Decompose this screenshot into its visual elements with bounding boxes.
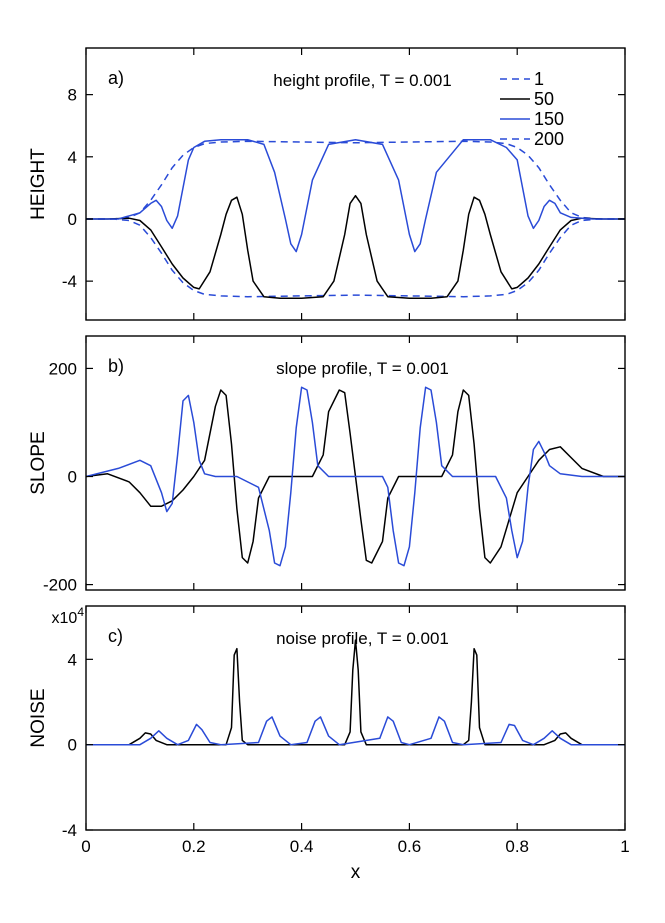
series-line-1-lower-: [86, 218, 625, 298]
y-axis-label: SLOPE: [28, 431, 49, 494]
series-line-150: [86, 138, 625, 253]
legend-label: 50: [534, 89, 554, 109]
y-scale-label: x104: [52, 605, 85, 627]
series-line-50: [86, 389, 625, 564]
y-tick-label: 0: [68, 736, 77, 755]
y-tick-label: 4: [68, 148, 77, 167]
x-tick-label: 0: [81, 837, 90, 856]
panel-1: -4 0 4 8 HEIGHT a) height profile, T = 0.001 15…: [28, 47, 626, 321]
panel-tag: b): [108, 356, 124, 376]
series-line-50: [86, 639, 625, 746]
y-axis-label: NOISE: [28, 688, 49, 747]
panel-tag: c): [108, 626, 123, 646]
panel-title: slope profile, T = 0.001: [276, 359, 449, 378]
y-tick-label: -4: [62, 821, 77, 840]
y-tick-label: 200: [49, 359, 77, 378]
axes-frame: [85, 335, 626, 591]
series-line-1: [86, 140, 625, 220]
y-tick-label: -4: [62, 272, 77, 291]
axes-frame: [85, 47, 626, 321]
x-tick-label: 0.4: [290, 837, 314, 856]
series-line-50: [86, 194, 625, 299]
panel-2: -200 0 200 SLOPE b) slope profile, T = 0.001: [28, 335, 626, 595]
y-tick-label: 0: [68, 210, 77, 229]
y-tick-label: -200: [43, 576, 77, 595]
x-tick-label: 0.2: [182, 837, 206, 856]
legend-label: 1: [534, 69, 544, 89]
panel-title: noise profile, T = 0.001: [276, 629, 449, 648]
series-line-150: [86, 386, 625, 567]
x-axis-label: x: [351, 862, 361, 883]
y-tick-label: 0: [68, 468, 77, 487]
y-tick-label: 8: [68, 86, 77, 105]
series-line-150: [86, 716, 625, 746]
legend-label: 150: [534, 109, 564, 129]
x-tick-label: 1: [620, 837, 629, 856]
y-axis-label: HEIGHT: [28, 148, 49, 220]
x-tick-label: 0.6: [398, 837, 422, 856]
y-tick-label: 4: [68, 650, 77, 669]
axes-frame: [85, 605, 626, 831]
legend-label: 200: [534, 129, 564, 149]
x-tick-label: 0.8: [505, 837, 529, 856]
panel-tag: a): [108, 68, 124, 88]
panel-title: height profile, T = 0.001: [273, 71, 451, 90]
